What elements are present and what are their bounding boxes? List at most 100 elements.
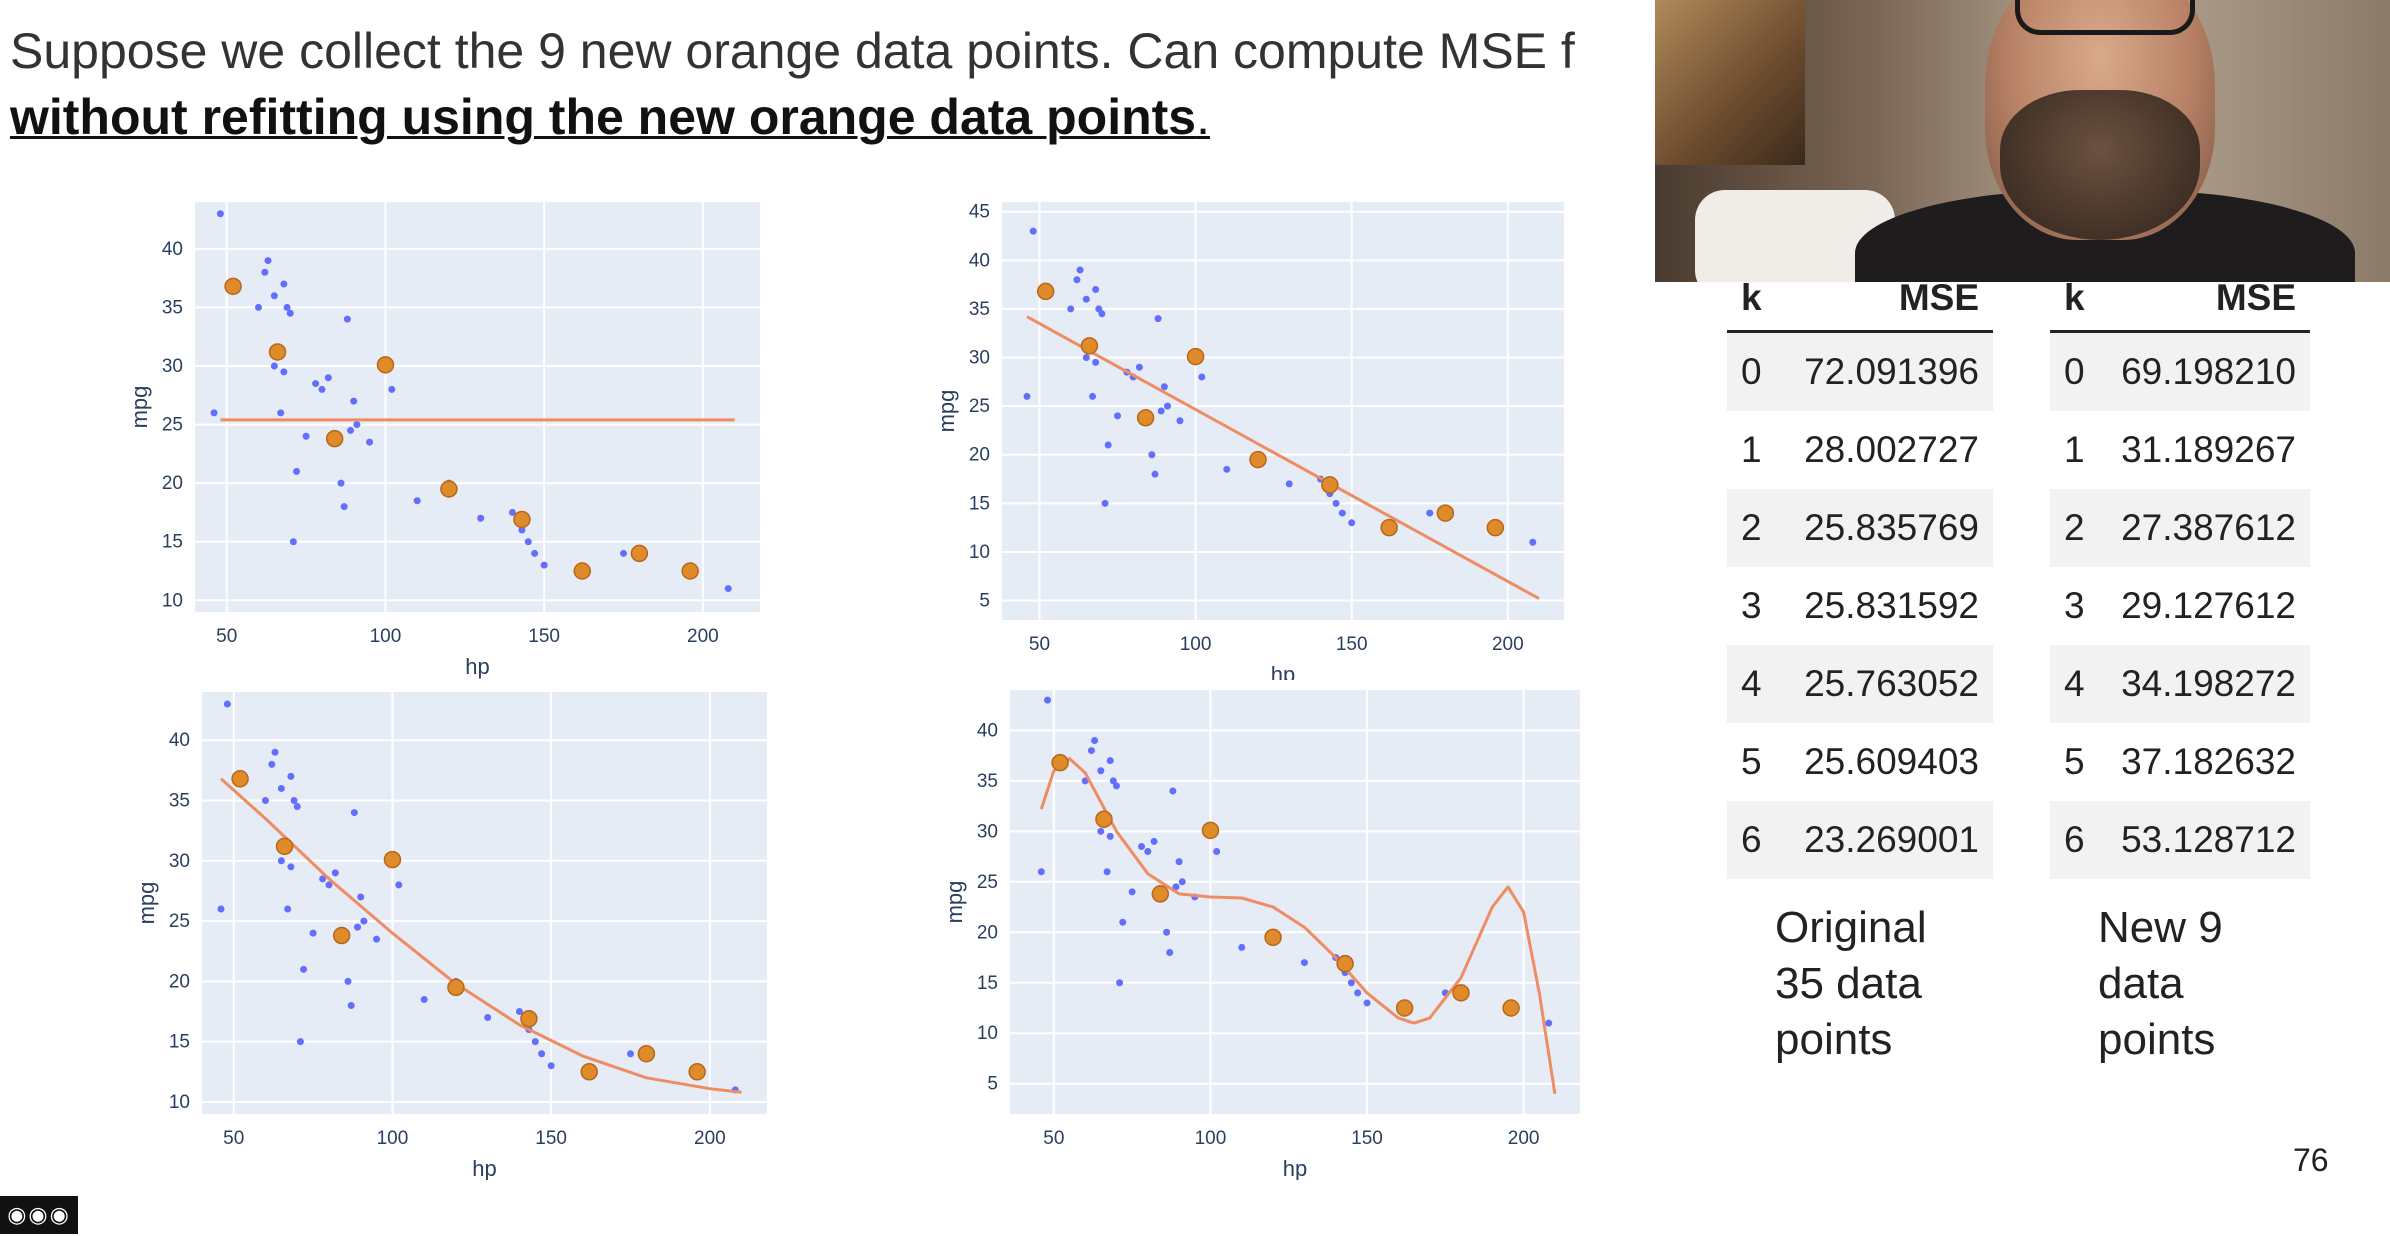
blue-data-point [319,875,327,883]
blue-data-point [1347,979,1355,987]
blue-data-point [1087,747,1095,755]
blue-data-point [223,700,231,708]
blue-data-point [293,803,301,811]
mse-cell: 28.002727 [1804,429,1979,470]
blue-data-point [1076,266,1084,274]
k-cell: 5 [1741,741,1762,782]
orange-data-point [1095,810,1113,828]
y-tick-label: 45 [969,202,990,223]
x-axis-label: hp [1271,662,1295,680]
y-tick-label: 30 [169,851,190,872]
blue-data-point [1097,827,1105,835]
table-row: 3 29.127612 [2050,567,2310,645]
blue-data-point [1160,383,1168,391]
orange-data-point [325,429,344,448]
blue-data-point [1198,373,1206,381]
x-tick-label: 150 [528,626,560,647]
k-cell: 6 [2050,801,2101,879]
y-tick-label: 40 [169,730,190,751]
y-tick-label: 10 [977,1023,998,1044]
y-tick-label: 20 [169,971,190,992]
blue-data-point [1109,777,1117,785]
orange-data-point [332,926,351,945]
blue-data-point [1426,509,1434,517]
y-tick-label: 15 [169,1032,190,1053]
table-header-k: k [1727,266,1779,333]
caption-line: New 9 [2098,903,2223,952]
orange-data-point [1036,282,1055,301]
y-axis-label: mpg [130,386,152,429]
orange-data-point [1201,821,1220,840]
blue-data-point [1101,499,1109,507]
blue-data-point [344,977,352,985]
fit-curve [1026,315,1540,600]
blue-data-point [477,514,485,522]
orange-data-point [681,562,699,580]
blue-data-point [1037,868,1045,876]
mse-cell: 25.763052 [1778,645,1993,723]
mse-cell: 69.198210 [2100,331,2310,411]
x-tick-label: 50 [223,1128,244,1149]
blue-data-point [343,315,351,323]
blue-data-point [1166,948,1174,956]
fit-curve [220,777,742,1094]
blue-data-point [331,869,339,877]
webcam-glasses [2015,0,2195,35]
blue-data-point [302,432,310,440]
y-tick-label: 15 [977,973,998,994]
presenter-webcam [1655,0,2390,282]
blue-data-point [271,748,279,756]
blue-data-point [254,303,262,311]
plot-area [1010,690,1580,1114]
blue-data-point [1154,315,1162,323]
webcam-background-art [1655,0,1805,165]
table-row: 1 31.189267 [2050,411,2310,489]
table-row: 5 37.182632 [2050,723,2310,801]
blue-data-point [413,497,421,505]
blue-data-point [1073,276,1081,284]
x-tick-label: 200 [1508,1128,1540,1149]
mse-cell: 31.189267 [2121,429,2296,470]
blue-data-point [340,503,348,511]
mse-cell: 25.831592 [1804,585,1979,626]
y-tick-label: 15 [162,532,183,553]
x-axis-label: hp [1283,1156,1307,1180]
k-cell: 5 [2064,741,2085,782]
blue-data-point [518,526,526,534]
blue-data-point [261,797,269,805]
blue-data-point [1363,999,1371,1007]
y-tick-label: 20 [969,445,990,466]
blue-data-point [270,362,278,370]
table-row: 6 23.269001 [1727,801,1993,879]
blue-data-point [347,1001,355,1009]
blue-data-point [268,760,276,768]
orange-data-point [688,1063,706,1081]
blue-data-point [1151,470,1159,478]
blue-data-point [627,1050,635,1058]
blue-data-point [531,549,539,557]
chart-degree-2: 50 100 150 200 10 15 20 25 30 35 40 hp mpg [134,692,767,1180]
y-axis-label: mpg [942,881,967,924]
orange-data-point [637,1044,656,1063]
blue-data-point [1172,883,1180,891]
blue-data-point [1114,412,1122,420]
chart-degree-0: 50 100 150 200 10 15 20 25 30 35 40 hp mpg [130,202,760,679]
y-tick-label: 5 [987,1074,998,1095]
blue-data-point [1092,285,1100,293]
blue-data-point [1103,868,1111,876]
table-row: 4 34.198272 [2050,645,2310,723]
mse-cell: 29.127612 [2121,585,2296,626]
blue-data-point [508,508,516,516]
y-tick-label: 25 [969,396,990,417]
blue-data-point [350,809,358,817]
orange-data-point [231,770,249,788]
caption-original: Original 35 data points [1775,900,1927,1068]
blue-data-point [1092,358,1100,366]
blue-data-point [1091,736,1099,744]
blue-data-point [1238,943,1246,951]
k-cell: 3 [1741,585,1762,626]
license-badge-icon: ◉◉◉ [0,1196,78,1234]
blue-data-point [286,309,294,317]
blue-data-point [353,421,361,429]
blue-data-point [324,374,332,382]
